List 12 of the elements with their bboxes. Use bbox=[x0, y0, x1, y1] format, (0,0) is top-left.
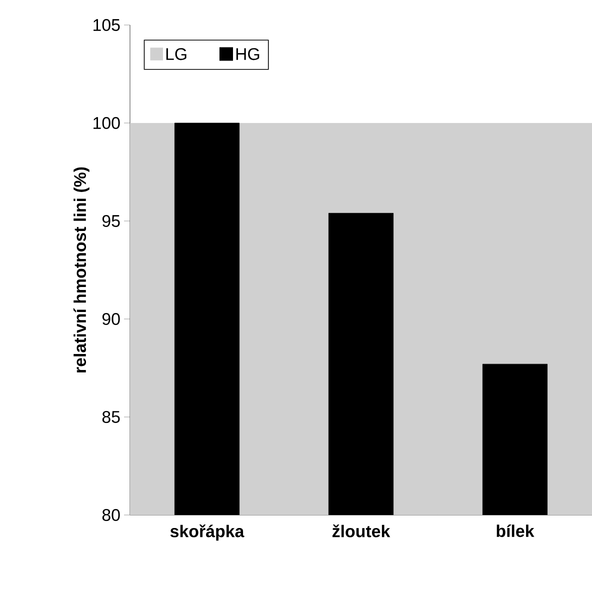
legend-label: LG bbox=[166, 48, 186, 60]
x-tick-label: skořápka bbox=[170, 524, 244, 541]
x-tick-label: bílek bbox=[496, 524, 534, 538]
legend-label: HG bbox=[236, 48, 260, 60]
y-tick-label: 80 bbox=[102, 509, 120, 521]
y-axis-title: relativní hmotnost lini (%) bbox=[73, 167, 90, 372]
y-tick-label: 100 bbox=[93, 117, 120, 129]
y-tick-label: 90 bbox=[102, 313, 120, 325]
x-tick-label: žloutek bbox=[332, 524, 390, 538]
y-tick-label: 85 bbox=[102, 411, 120, 423]
y-tick-label: 105 bbox=[93, 19, 120, 32]
y-tick-label: 95 bbox=[102, 215, 120, 227]
